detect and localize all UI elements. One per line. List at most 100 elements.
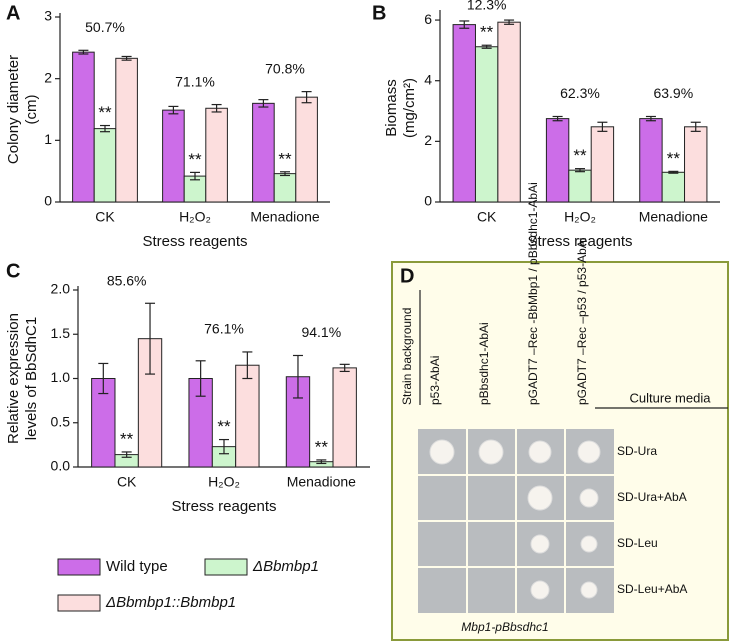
error-bar: [121, 55, 132, 61]
y-tick-label: 1.5: [51, 325, 71, 341]
bar: [252, 102, 275, 203]
significance: **: [217, 417, 231, 436]
significance: **: [315, 437, 329, 456]
x-axis-label: Stress reagents: [527, 233, 632, 250]
colony: [527, 485, 553, 511]
y-tick-label: 4: [424, 71, 432, 87]
plate-dividers: [418, 429, 614, 613]
y-tick-label: 6: [424, 11, 432, 27]
error-bar: [258, 99, 269, 108]
bar: [545, 118, 570, 203]
panel-letter: B: [372, 2, 386, 24]
column-header: p53-AbAi: [428, 356, 442, 405]
bar: [684, 126, 708, 203]
media-header: Culture media: [630, 390, 712, 405]
panel-letter: C: [6, 260, 20, 282]
y-tick-label: 0: [44, 193, 52, 209]
legend-label: Wild type: [106, 558, 168, 575]
y-tick-label: 1: [44, 131, 52, 147]
error-bar: [121, 451, 132, 458]
error-bar: [242, 351, 253, 380]
legend-swatch: [204, 558, 248, 576]
x-tick-label: CK: [117, 474, 137, 490]
annotation: 63.9%: [653, 85, 693, 101]
bar: [72, 51, 95, 203]
colony: [478, 439, 504, 465]
y-tick-label: 0.0: [51, 458, 71, 474]
significance: **: [573, 146, 587, 165]
column-header: pBbsdhc1-AbAi: [477, 322, 491, 405]
error-bar: [575, 168, 585, 173]
colony: [577, 440, 601, 464]
significance: **: [120, 429, 134, 448]
error-bar: [292, 354, 303, 399]
bar: [452, 24, 476, 203]
annotation: 71.1%: [175, 73, 215, 89]
annotation: 70.8%: [265, 60, 305, 76]
x-tick-label: Menadione: [287, 474, 356, 490]
y-tick-label: 0: [424, 193, 432, 209]
error-bar: [690, 121, 701, 132]
x-tick-label: Menadione: [250, 209, 319, 225]
error-bar: [645, 115, 656, 122]
error-bar: [597, 121, 608, 132]
colony: [580, 535, 598, 553]
error-bar: [481, 44, 492, 49]
error-bar: [145, 302, 156, 375]
bar: [661, 171, 686, 203]
bar: [93, 128, 117, 203]
y-tick-label: 0.5: [51, 413, 71, 429]
annotation: 94.1%: [301, 324, 341, 340]
panel-letter: D: [400, 265, 414, 287]
error-bar: [459, 20, 470, 29]
colony: [530, 534, 550, 554]
bar: [590, 126, 615, 203]
bar: [162, 109, 185, 203]
x-tick-label: H₂O₂: [179, 209, 211, 225]
significance: **: [480, 23, 494, 42]
annotation: 85.6%: [107, 273, 147, 289]
y-tick-label: 3: [44, 8, 52, 24]
legend-label: ΔBbmbp1: [252, 558, 319, 575]
row-label: SD-Leu: [617, 536, 658, 550]
significance: **: [278, 149, 292, 168]
row-header: Strain background: [400, 308, 414, 405]
error-bar: [316, 459, 327, 465]
colony: [528, 440, 552, 464]
x-tick-label: H₂O₂: [564, 209, 596, 225]
error-bar: [552, 115, 563, 122]
annotation: 50.7%: [85, 19, 125, 35]
x-tick-label: H₂O₂: [208, 474, 240, 490]
significance: **: [667, 149, 681, 168]
row-label: SD-Ura: [617, 444, 657, 458]
error-bar: [504, 19, 515, 25]
colony: [530, 580, 550, 600]
bar: [295, 96, 318, 203]
error-bar: [211, 103, 222, 113]
annotation: 12.3%: [467, 0, 507, 13]
legend-swatch: [57, 594, 101, 612]
bar: [235, 364, 260, 468]
panel-letter: A: [6, 2, 20, 24]
row-label: SD-Leu+AbA: [617, 582, 687, 596]
y-axis-label: (cm): [23, 95, 40, 125]
x-tick-label: CK: [477, 209, 497, 225]
x-axis-label: Stress reagents: [142, 233, 247, 250]
error-bar: [339, 363, 350, 373]
error-bar: [98, 362, 109, 395]
error-bar: [78, 49, 89, 55]
y-tick-label: 2.0: [51, 281, 71, 297]
x-tick-label: CK: [95, 209, 115, 225]
bar: [639, 118, 663, 203]
colony: [579, 488, 599, 508]
y-axis-label: (mg/cm²): [401, 78, 418, 138]
bar: [497, 21, 521, 203]
bar: [205, 107, 228, 203]
y-axis-label: Biomass: [383, 79, 400, 137]
column-header: pGADT7 –Rec -BbMbp1 / pBbsdhc1-AbAi: [526, 182, 540, 405]
bar: [115, 57, 138, 203]
error-bar: [195, 360, 206, 397]
error-bar: [219, 438, 229, 455]
error-bar: [668, 170, 679, 174]
bar: [568, 169, 592, 203]
